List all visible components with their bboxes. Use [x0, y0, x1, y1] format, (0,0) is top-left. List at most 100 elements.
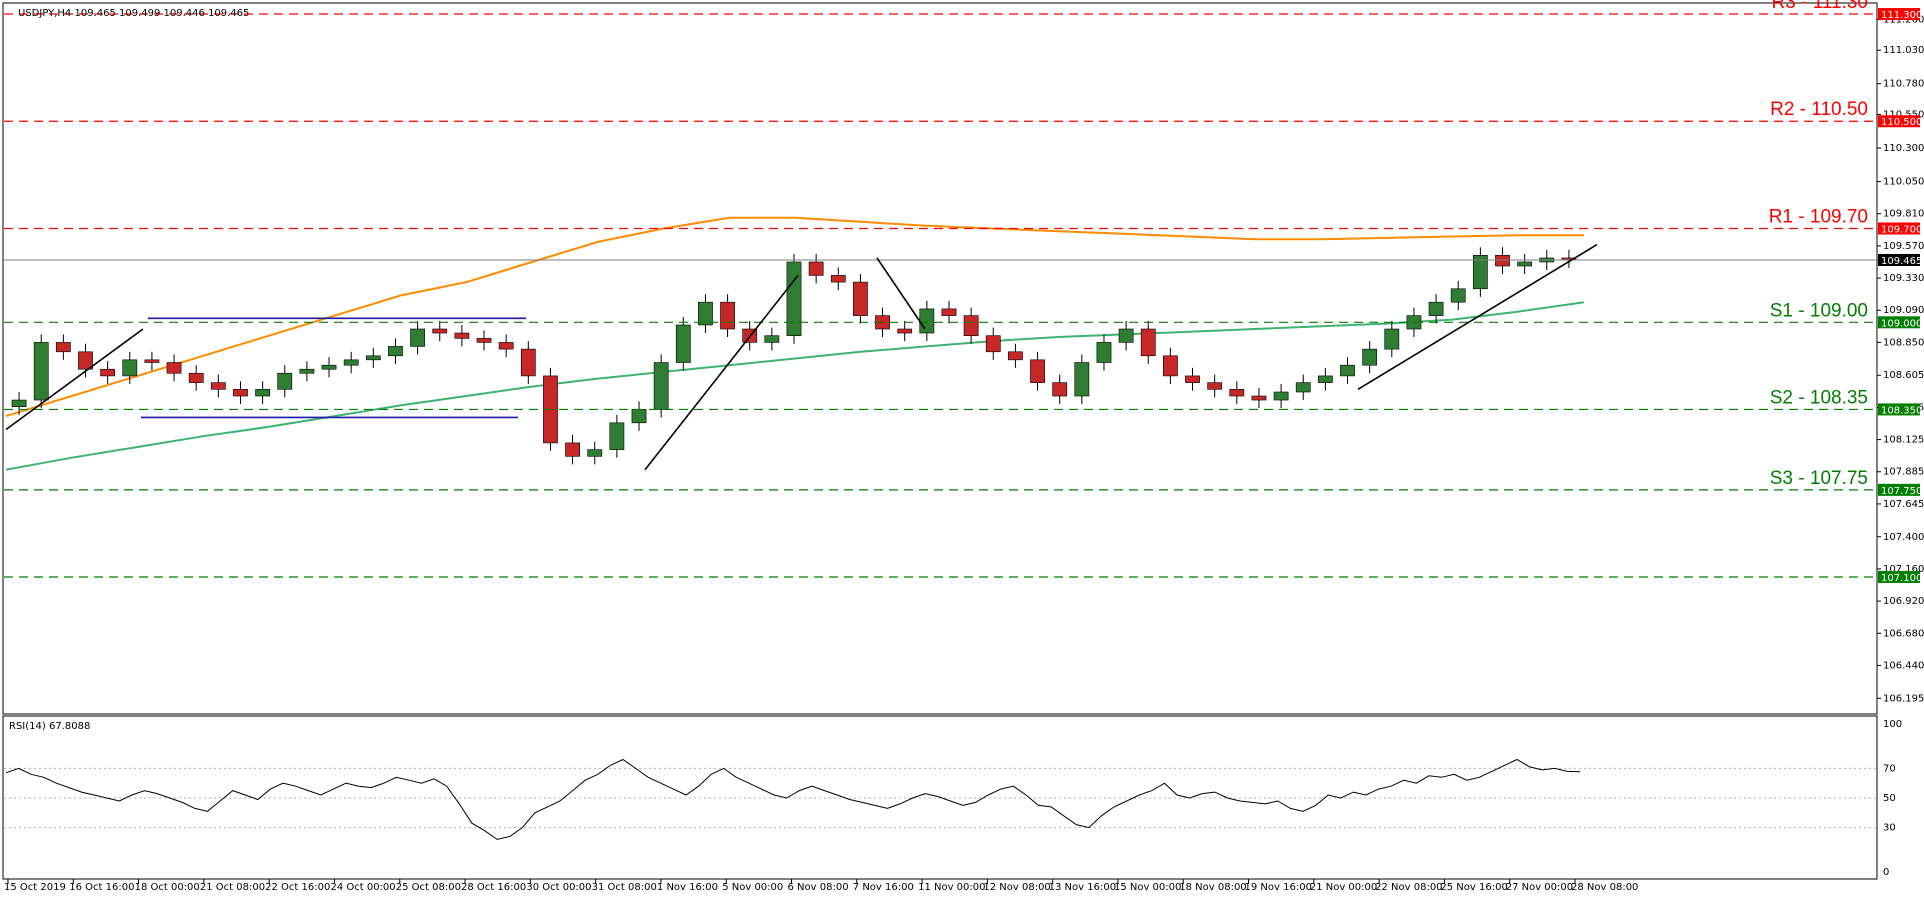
candle-body	[454, 332, 470, 339]
candle-body	[919, 308, 935, 334]
time-tick-label: 12 Nov 08:00	[983, 882, 1050, 893]
resistance-price-tag	[1878, 8, 1920, 21]
candle-body	[1185, 375, 1200, 383]
time-tick-label: 13 Nov 16:00	[1049, 882, 1116, 893]
candle-body	[830, 275, 846, 283]
rsi-line	[5, 758, 1581, 840]
price-tick-label: 107.400	[1883, 532, 1924, 543]
time-tick-label: 25 Oct 08:00	[396, 882, 461, 893]
resistance-price-tag-text: 109.700	[1881, 224, 1922, 235]
candle-body	[1384, 328, 1400, 350]
price-tick-label: 110.780	[1883, 79, 1924, 90]
price-tick-label: 108.605	[1883, 370, 1924, 381]
support-price-tag-text: 108.350	[1881, 405, 1922, 416]
time-tick-label: 25 Nov 16:00	[1440, 882, 1507, 893]
candle-body	[1074, 362, 1090, 397]
candle-body	[498, 342, 514, 350]
price-tick-label: 107.885	[1883, 467, 1924, 478]
current-price-tag	[1878, 253, 1920, 266]
price-tick-label: 108.125	[1883, 435, 1924, 446]
moving-average-line	[5, 216, 1584, 418]
time-tick-label: 30 Oct 00:00	[526, 882, 591, 893]
candle-body	[1340, 364, 1355, 377]
time-tick-label: 27 Nov 00:00	[1506, 882, 1573, 893]
candle-body	[609, 422, 625, 450]
drawn-trendline	[644, 274, 799, 471]
candle-body	[631, 409, 647, 424]
resistance-level-label: R1 - 109.70	[1769, 206, 1868, 227]
price-tick-label: 109.090	[1883, 305, 1924, 316]
candle-body	[764, 335, 780, 343]
candle-body	[1030, 359, 1045, 383]
time-tick-label: 24 Oct 00:00	[330, 882, 395, 893]
support-price-tag	[1878, 403, 1920, 416]
level-lines: R3 - 111.30 R2 - 110.50 R1 - 109.70 S1 - 10…	[4, 0, 1877, 578]
candle-body	[432, 328, 448, 334]
candle-body	[299, 368, 315, 374]
candle-body	[1317, 375, 1333, 383]
candle-body	[410, 328, 425, 347]
candle-body	[897, 328, 913, 334]
price-tick-label: 109.330	[1883, 273, 1924, 284]
support-price-tag	[1878, 316, 1920, 329]
candles	[11, 247, 1577, 465]
candle-body	[188, 372, 204, 383]
price-tick-label: 106.195	[1883, 693, 1924, 704]
price-tick-label: 108.850	[1883, 337, 1924, 348]
time-tick-label: 7 Nov 16:00	[853, 882, 914, 893]
price-tick-label: 106.680	[1883, 628, 1924, 639]
time-tick-label: 18 Nov 08:00	[1179, 882, 1246, 893]
trendlines	[5, 243, 1598, 471]
support-price-tag-text: 107.750	[1881, 486, 1922, 497]
support-level-label: S3 - 107.75	[1770, 468, 1868, 489]
candle-body	[720, 301, 735, 330]
support-price-tag-text: 107.100	[1881, 573, 1922, 584]
rsi-tick-label: 30	[1883, 823, 1896, 834]
resistance-level-label: R2 - 110.50	[1770, 99, 1868, 120]
candle-body	[255, 389, 271, 397]
time-tick-label: 18 Oct 00:00	[135, 882, 200, 893]
resistance-level-label: R3 - 111.30	[1772, 0, 1868, 13]
candle-body	[78, 351, 93, 370]
rsi-header: RSI(14) 67.8088	[9, 721, 90, 732]
drawn-trendline	[876, 257, 926, 330]
candle-body	[144, 359, 160, 363]
candle-body	[1096, 342, 1112, 363]
candle-body	[941, 308, 957, 316]
price-tick-label: 110.300	[1883, 143, 1924, 154]
candle-body	[55, 342, 71, 353]
resistance-price-tag-text: 111.300	[1881, 10, 1922, 21]
time-tick-label: 31 Oct 08:00	[592, 882, 657, 893]
moving-averages	[5, 216, 1585, 471]
candle-body	[365, 355, 381, 361]
time-tick-label: 22 Oct 16:00	[265, 882, 330, 893]
time-tick-label: 22 Nov 08:00	[1375, 882, 1442, 893]
candle-body	[1140, 328, 1156, 357]
candle-body	[985, 335, 1001, 353]
candle-body	[675, 324, 691, 363]
price-tick-label: 107.645	[1883, 499, 1924, 510]
candle-body	[166, 362, 182, 374]
candle-body	[808, 261, 824, 276]
candle-body	[565, 442, 580, 457]
price-tick-label: 111.030	[1883, 45, 1924, 56]
price-axis: 111.260111.030110.780110.550110.300110.0…	[1877, 8, 1924, 704]
candle-body	[1295, 382, 1311, 393]
price-tick-label: 106.920	[1883, 596, 1924, 607]
candle-body	[388, 346, 403, 357]
candle-body	[343, 359, 359, 366]
time-axis: 15 Oct 2019 16 Oct 16:00 18 Oct 00:00 21 Oc…	[4, 879, 1638, 893]
candle-body	[233, 389, 248, 397]
candle-body	[1229, 389, 1245, 397]
time-tick-label: 1 Nov 16:00	[657, 882, 718, 893]
time-tick-label: 28 Oct 16:00	[461, 882, 526, 893]
rsi-indicator: 100 70 50 30 0	[4, 719, 1902, 878]
time-tick-label: 15 Oct 2019	[4, 882, 66, 893]
candle-body	[1362, 348, 1378, 366]
rsi-tick-label: 50	[1883, 793, 1896, 804]
price-tick-label: 110.050	[1883, 177, 1924, 188]
price-tick-label: 109.810	[1883, 209, 1924, 220]
support-price-tag	[1878, 570, 1920, 583]
time-tick-label: 6 Nov 08:00	[788, 882, 849, 893]
